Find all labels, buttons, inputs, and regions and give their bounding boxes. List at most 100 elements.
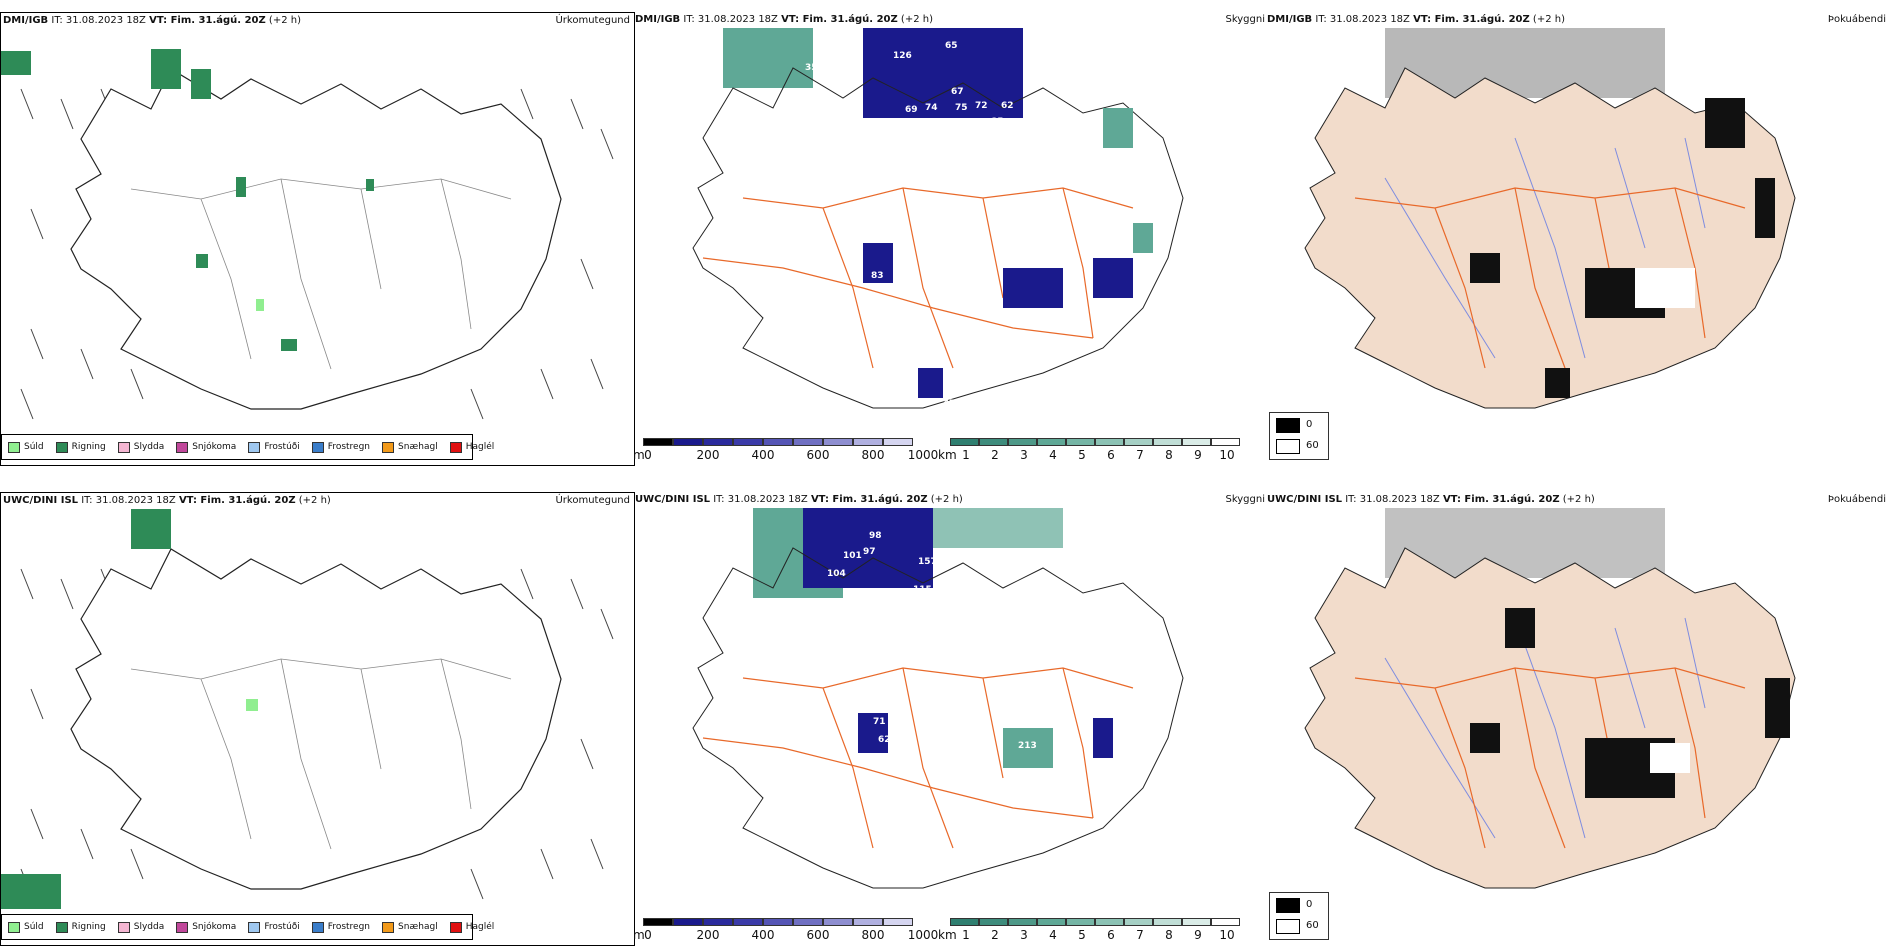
drizzle-area bbox=[256, 299, 264, 311]
drizzle-area bbox=[246, 699, 258, 711]
legend-item: Slydda bbox=[117, 441, 164, 453]
scale-tick: 1000 bbox=[907, 928, 939, 942]
svg-text:71: 71 bbox=[873, 717, 886, 727]
legend-swatch bbox=[117, 441, 130, 453]
svg-text:67: 67 bbox=[951, 87, 964, 97]
km-scale: km 1 2 3 4 5 6 7 8 9 10 bbox=[938, 438, 1248, 462]
precip-type-panel-bottom: UWC/DINI ISL IT: 31.08.2023 18Z VT: Fim.… bbox=[0, 492, 635, 946]
visibility-values: 126 65 350 67 69 74 75 72 62 85 83 101 5… bbox=[805, 41, 1048, 409]
scale-bar bbox=[1153, 438, 1182, 446]
legend-item: Snæhagl bbox=[382, 921, 438, 933]
scale-bar bbox=[1124, 918, 1153, 926]
scale-bar bbox=[673, 918, 703, 926]
precip-legend: Súld Rigning Slydda Snjókoma Frostúði Fr… bbox=[1, 434, 494, 460]
scale-tick: 9 bbox=[1194, 448, 1202, 462]
scale-bar bbox=[950, 438, 979, 446]
scale-tick: 2 bbox=[991, 448, 999, 462]
scale-unit: m bbox=[633, 448, 645, 462]
scale-bar bbox=[763, 438, 793, 446]
fog-white-area bbox=[1650, 743, 1690, 773]
scale-bar bbox=[853, 918, 883, 926]
svg-text:126: 126 bbox=[893, 51, 912, 61]
legend-swatch bbox=[55, 441, 68, 453]
svg-text:47: 47 bbox=[943, 399, 956, 409]
iceland-outline bbox=[70, 68, 562, 410]
scale-bar bbox=[1211, 918, 1240, 926]
scale-bar bbox=[1095, 438, 1124, 446]
panel-title: UWC/DINI ISL IT: 31.08.2023 18Z VT: Fim.… bbox=[635, 494, 963, 505]
svg-text:115: 115 bbox=[913, 585, 932, 595]
scale-tick: 10 bbox=[1219, 928, 1235, 942]
roads bbox=[702, 667, 1134, 849]
legend-swatch bbox=[117, 921, 130, 933]
svg-text:157: 157 bbox=[918, 557, 937, 567]
svg-text:97: 97 bbox=[863, 547, 876, 557]
fog-black-value: 0 bbox=[1306, 419, 1313, 430]
scale-tick: 6 bbox=[1107, 448, 1115, 462]
scale-tick: 400 bbox=[751, 928, 775, 942]
scale-tick: 10 bbox=[1219, 448, 1235, 462]
scale-bar bbox=[793, 438, 823, 446]
scale-bar bbox=[1095, 918, 1124, 926]
scale-bar bbox=[1124, 438, 1153, 446]
fog-white-swatch bbox=[1276, 919, 1300, 934]
fog-label: Þokuábendi bbox=[1827, 494, 1886, 505]
legend-item: Súld bbox=[8, 921, 44, 933]
low-visibility-patches bbox=[858, 713, 1113, 758]
scale-bar bbox=[979, 918, 1008, 926]
scale-tick: 200 bbox=[696, 448, 720, 462]
svg-text:350: 350 bbox=[805, 63, 824, 73]
fog-legend: 0 60 bbox=[1269, 892, 1329, 940]
scale-tick: 1 bbox=[962, 928, 970, 942]
legend-item: Rigning bbox=[55, 921, 106, 933]
panel-title: DMI/IGB IT: 31.08.2023 18Z VT: Fim. 31.á… bbox=[3, 15, 301, 26]
legend-swatch bbox=[449, 921, 462, 933]
scale-tick: 7 bbox=[1136, 448, 1144, 462]
legend-item: Frostregn bbox=[311, 441, 370, 453]
scale-unit: m bbox=[633, 928, 645, 942]
teal-area bbox=[723, 28, 813, 88]
iceland-land bbox=[1304, 67, 1796, 409]
scale-tick: 5 bbox=[1078, 448, 1086, 462]
scale-bar bbox=[1008, 438, 1037, 446]
scale-tick: 200 bbox=[696, 928, 720, 942]
legend-swatch bbox=[449, 441, 462, 453]
precip-map bbox=[1, 49, 614, 420]
scale-bar bbox=[1037, 438, 1066, 446]
rain-areas bbox=[1, 509, 171, 909]
roads bbox=[1354, 667, 1746, 849]
legend-item: Rigning bbox=[55, 441, 106, 453]
scale-tick: 3 bbox=[1020, 448, 1028, 462]
scale-tick: 4 bbox=[1049, 928, 1057, 942]
scale-unit: km bbox=[938, 928, 957, 942]
precip-map bbox=[1, 509, 614, 909]
svg-text:101: 101 bbox=[945, 267, 964, 277]
scale-tick: 0 bbox=[644, 928, 652, 942]
fog-map bbox=[1265, 28, 1900, 428]
legend-item: Frostregn bbox=[311, 921, 370, 933]
fog-black-swatch bbox=[1276, 898, 1300, 913]
scale-tick: 600 bbox=[806, 928, 830, 942]
legend-swatch bbox=[311, 921, 324, 933]
visibility-label: Skyggni bbox=[1225, 494, 1265, 505]
legend-item: Haglél bbox=[449, 921, 494, 933]
teal-area bbox=[933, 508, 1063, 548]
scale-tick: 4 bbox=[1049, 448, 1057, 462]
scale-bar bbox=[733, 438, 763, 446]
fog-label: Þokuábendi bbox=[1827, 14, 1886, 25]
fog-white-swatch bbox=[1276, 439, 1300, 454]
teal-patches bbox=[1103, 108, 1153, 253]
iceland-land bbox=[1304, 547, 1796, 889]
visibility-values: 98 101 97 157 104 115 71 62 213 bbox=[827, 531, 1037, 751]
scale-tick: 3 bbox=[1020, 928, 1028, 942]
legend-item: Snjókoma bbox=[176, 921, 236, 933]
legend-swatch bbox=[55, 921, 68, 933]
scale-bar bbox=[883, 438, 913, 446]
legend-item: Haglél bbox=[449, 441, 494, 453]
fog-map bbox=[1265, 508, 1900, 908]
visibility-map: 126 65 350 67 69 74 75 72 62 85 83 101 5… bbox=[692, 28, 1184, 409]
precip-type-label: Úrkomutegund bbox=[555, 495, 630, 506]
fog-white-value: 60 bbox=[1306, 920, 1319, 931]
km-scale: km 1 2 3 4 5 6 7 8 9 10 bbox=[938, 918, 1248, 942]
svg-text:75: 75 bbox=[955, 103, 968, 113]
